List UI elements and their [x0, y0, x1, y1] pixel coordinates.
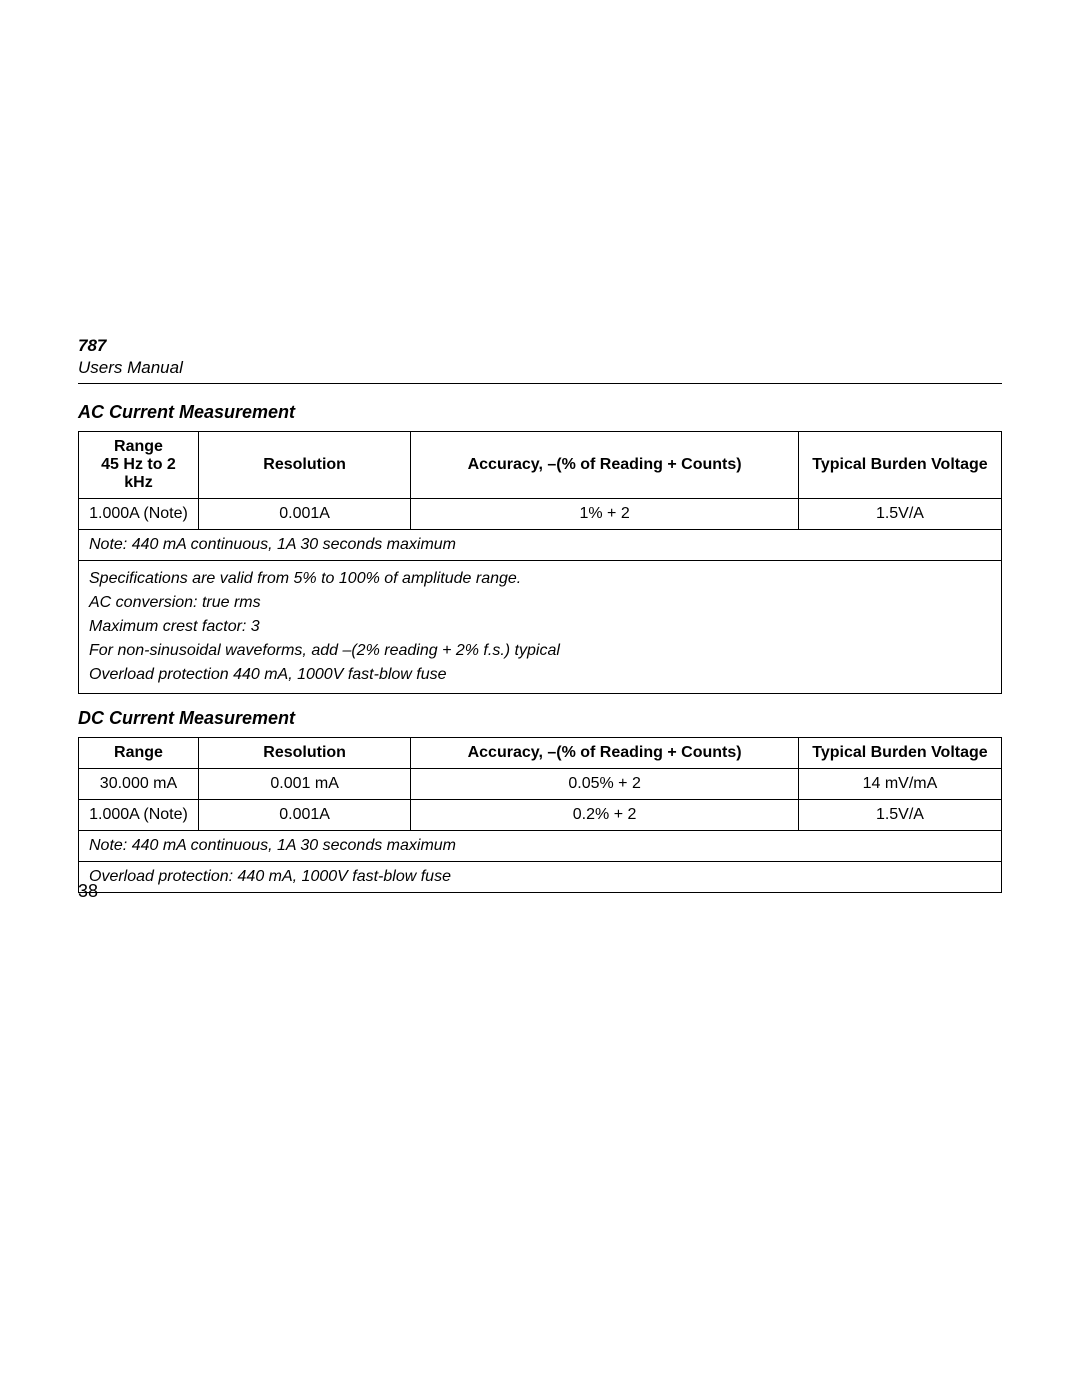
cell-spec-notes: Specifications are valid from 5% to 100%…	[79, 561, 1002, 694]
spec-note-line: Overload protection 440 mA, 1000V fast-b…	[89, 663, 991, 687]
cell-burden: 14 mV/mA	[798, 769, 1001, 800]
cell-range: 1.000A (Note)	[79, 800, 199, 831]
table-overload-row: Overload protection: 440 mA, 1000V fast-…	[79, 862, 1002, 893]
cell-resolution: 0.001A	[198, 499, 410, 530]
th-accuracy: Accuracy, –(% of Reading + Counts)	[411, 432, 799, 499]
th-range: Range 45 Hz to 2 kHz	[79, 432, 199, 499]
cell-resolution: 0.001 mA	[198, 769, 410, 800]
spec-note-line: For non-sinusoidal waveforms, add –(2% r…	[89, 639, 991, 663]
cell-burden: 1.5V/A	[798, 800, 1001, 831]
cell-accuracy: 1% + 2	[411, 499, 799, 530]
section-title-dc: DC Current Measurement	[78, 708, 1002, 729]
th-burden: Typical Burden Voltage	[798, 738, 1001, 769]
cell-note: Note: 440 mA continuous, 1A 30 seconds m…	[79, 831, 1002, 862]
th-range: Range	[79, 738, 199, 769]
th-range-line2: 45 Hz to 2 kHz	[101, 456, 176, 491]
table-note-row: Note: 440 mA continuous, 1A 30 seconds m…	[79, 831, 1002, 862]
table-header-row: Range 45 Hz to 2 kHz Resolution Accuracy…	[79, 432, 1002, 499]
cell-accuracy: 0.05% + 2	[411, 769, 799, 800]
doc-subtitle: Users Manual	[78, 357, 1002, 379]
table-row: 1.000A (Note) 0.001A 1% + 2 1.5V/A	[79, 499, 1002, 530]
page-header: 787 Users Manual	[78, 335, 1002, 384]
cell-range: 30.000 mA	[79, 769, 199, 800]
th-resolution: Resolution	[198, 432, 410, 499]
th-burden: Typical Burden Voltage	[798, 432, 1001, 499]
spec-note-line: AC conversion: true rms	[89, 591, 991, 615]
spec-note-line: Maximum crest factor: 3	[89, 615, 991, 639]
table-row: 30.000 mA 0.001 mA 0.05% + 2 14 mV/mA	[79, 769, 1002, 800]
cell-overload: Overload protection: 440 mA, 1000V fast-…	[79, 862, 1002, 893]
cell-note: Note: 440 mA continuous, 1A 30 seconds m…	[79, 530, 1002, 561]
cell-range: 1.000A (Note)	[79, 499, 199, 530]
cell-burden: 1.5V/A	[798, 499, 1001, 530]
cell-resolution: 0.001A	[198, 800, 410, 831]
table-note-row: Note: 440 mA continuous, 1A 30 seconds m…	[79, 530, 1002, 561]
page-root: 787 Users Manual AC Current Measurement …	[0, 0, 1080, 1397]
doc-number: 787	[78, 335, 1002, 357]
table-row: 1.000A (Note) 0.001A 0.2% + 2 1.5V/A	[79, 800, 1002, 831]
table-ac-current: Range 45 Hz to 2 kHz Resolution Accuracy…	[78, 431, 1002, 694]
th-resolution: Resolution	[198, 738, 410, 769]
th-range-line1: Range	[114, 438, 163, 455]
table-dc-current: Range Resolution Accuracy, –(% of Readin…	[78, 737, 1002, 893]
page-number: 38	[78, 881, 98, 902]
spec-note-line: Specifications are valid from 5% to 100%…	[89, 567, 991, 591]
section-title-ac: AC Current Measurement	[78, 402, 1002, 423]
cell-accuracy: 0.2% + 2	[411, 800, 799, 831]
table-header-row: Range Resolution Accuracy, –(% of Readin…	[79, 738, 1002, 769]
table-specnotes-row: Specifications are valid from 5% to 100%…	[79, 561, 1002, 694]
th-accuracy: Accuracy, –(% of Reading + Counts)	[411, 738, 799, 769]
